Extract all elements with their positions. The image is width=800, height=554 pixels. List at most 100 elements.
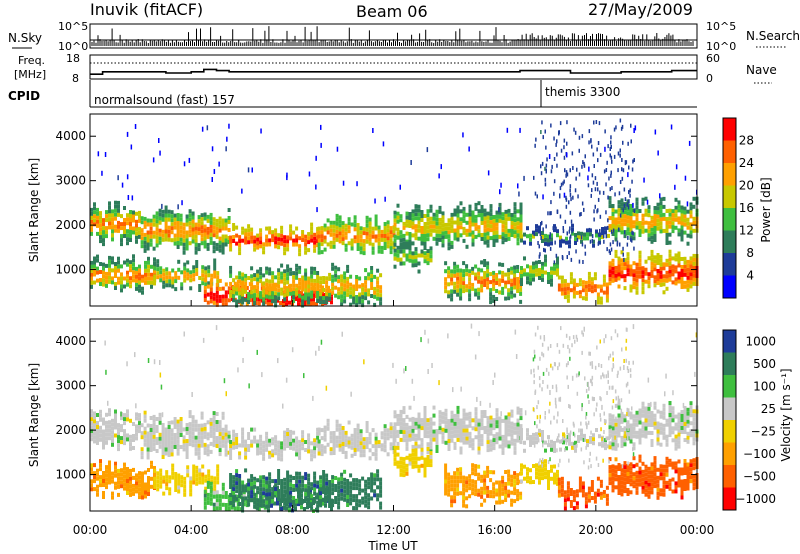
heat-cell bbox=[218, 248, 222, 253]
heat-cell bbox=[486, 416, 490, 421]
heat-cell bbox=[486, 215, 490, 220]
heat-cell bbox=[211, 177, 213, 182]
heat-cell bbox=[417, 420, 421, 425]
heat-cell bbox=[617, 268, 621, 273]
heat-cell bbox=[138, 280, 141, 285]
heat-cell bbox=[289, 287, 293, 292]
heat-cell bbox=[635, 213, 639, 218]
heat-cell bbox=[292, 442, 296, 447]
heat-cell bbox=[216, 279, 220, 284]
heat-cell bbox=[653, 210, 657, 214]
heat-cell bbox=[510, 282, 514, 287]
heat-cell bbox=[383, 440, 387, 445]
heat-cell bbox=[283, 481, 287, 486]
heat-cell bbox=[304, 440, 308, 444]
heat-cell bbox=[300, 497, 303, 502]
heat-cell bbox=[526, 280, 529, 285]
heat-cell bbox=[143, 414, 147, 419]
heat-cell bbox=[182, 230, 186, 235]
heat-cell bbox=[379, 477, 383, 482]
heat-cell bbox=[653, 259, 657, 264]
heat-cell bbox=[376, 469, 380, 474]
heat-cell bbox=[356, 227, 360, 231]
heat-cell bbox=[414, 425, 418, 430]
heat-cell bbox=[408, 457, 412, 462]
heat-cell bbox=[619, 153, 621, 158]
heat-cell bbox=[593, 284, 597, 289]
heat-cell bbox=[173, 417, 177, 421]
heat-cell bbox=[674, 438, 678, 443]
heat-cell bbox=[280, 279, 284, 284]
heat-cell bbox=[301, 299, 305, 304]
heat-cell bbox=[195, 268, 199, 272]
heat-cell bbox=[90, 211, 93, 216]
heat-cell bbox=[677, 436, 681, 441]
heat-cell bbox=[99, 425, 102, 430]
heat-cell bbox=[362, 227, 366, 232]
heat-cell bbox=[212, 443, 216, 448]
heat-cell bbox=[516, 277, 520, 281]
heat-cell bbox=[343, 477, 347, 482]
heat-cell bbox=[590, 285, 594, 290]
heat-cell bbox=[227, 228, 231, 232]
heat-cell bbox=[138, 417, 141, 422]
heat-cell bbox=[686, 275, 690, 280]
heat-cell bbox=[93, 280, 96, 285]
heat-cell bbox=[286, 264, 290, 269]
heat-cell bbox=[483, 232, 487, 237]
heat-cell bbox=[253, 435, 257, 440]
heat-cell bbox=[140, 435, 144, 440]
heat-cell bbox=[399, 425, 403, 430]
heat-cell bbox=[203, 286, 207, 290]
heat-cell bbox=[665, 442, 669, 447]
heat-cell bbox=[283, 239, 287, 244]
heat-cell bbox=[456, 487, 460, 492]
heat-cell bbox=[221, 294, 225, 299]
heat-cell bbox=[138, 425, 141, 430]
heat-cell bbox=[370, 472, 374, 477]
heat-cell bbox=[435, 209, 439, 214]
heat-cell bbox=[276, 485, 279, 490]
heat-cell bbox=[411, 424, 415, 429]
heat-cell bbox=[206, 242, 210, 247]
heat-cell bbox=[329, 224, 333, 229]
heat-cell bbox=[393, 234, 397, 239]
heat-cell bbox=[129, 226, 132, 230]
heat-cell bbox=[102, 475, 105, 479]
heat-cell bbox=[117, 208, 120, 213]
heat-cell bbox=[674, 414, 678, 419]
heat-cell bbox=[271, 275, 275, 280]
heat-cell bbox=[173, 241, 177, 246]
nsky-trace bbox=[90, 26, 697, 46]
heat-cell bbox=[149, 416, 153, 420]
freq-label-line1: Freq. bbox=[18, 54, 45, 67]
heat-cell bbox=[526, 436, 529, 441]
heat-cell bbox=[465, 488, 469, 493]
heat-cell bbox=[153, 484, 157, 489]
heat-cell bbox=[356, 427, 360, 432]
heat-cell bbox=[569, 272, 573, 277]
heat-cell bbox=[188, 426, 192, 431]
heat-cell bbox=[453, 491, 457, 496]
heat-cell bbox=[325, 284, 329, 289]
heat-cell bbox=[238, 291, 242, 296]
heat-cell bbox=[241, 427, 245, 432]
heat-cell bbox=[262, 285, 266, 290]
heat-cell bbox=[393, 453, 397, 458]
heat-cell bbox=[614, 269, 618, 274]
heat-cell bbox=[155, 425, 159, 429]
heat-cell bbox=[338, 235, 342, 240]
heat-cell bbox=[343, 493, 347, 498]
heat-cell bbox=[138, 234, 141, 239]
heat-cell bbox=[620, 198, 624, 203]
heat-cell bbox=[417, 216, 421, 221]
heat-cell bbox=[562, 239, 565, 244]
heat-cell bbox=[310, 294, 314, 299]
heat-cell bbox=[346, 284, 350, 289]
heat-cell bbox=[614, 430, 618, 435]
heat-cell bbox=[668, 253, 672, 258]
heat-cell bbox=[259, 291, 263, 296]
heat-cell bbox=[235, 473, 239, 478]
heat-cell bbox=[161, 439, 165, 443]
heat-cell bbox=[607, 144, 609, 149]
